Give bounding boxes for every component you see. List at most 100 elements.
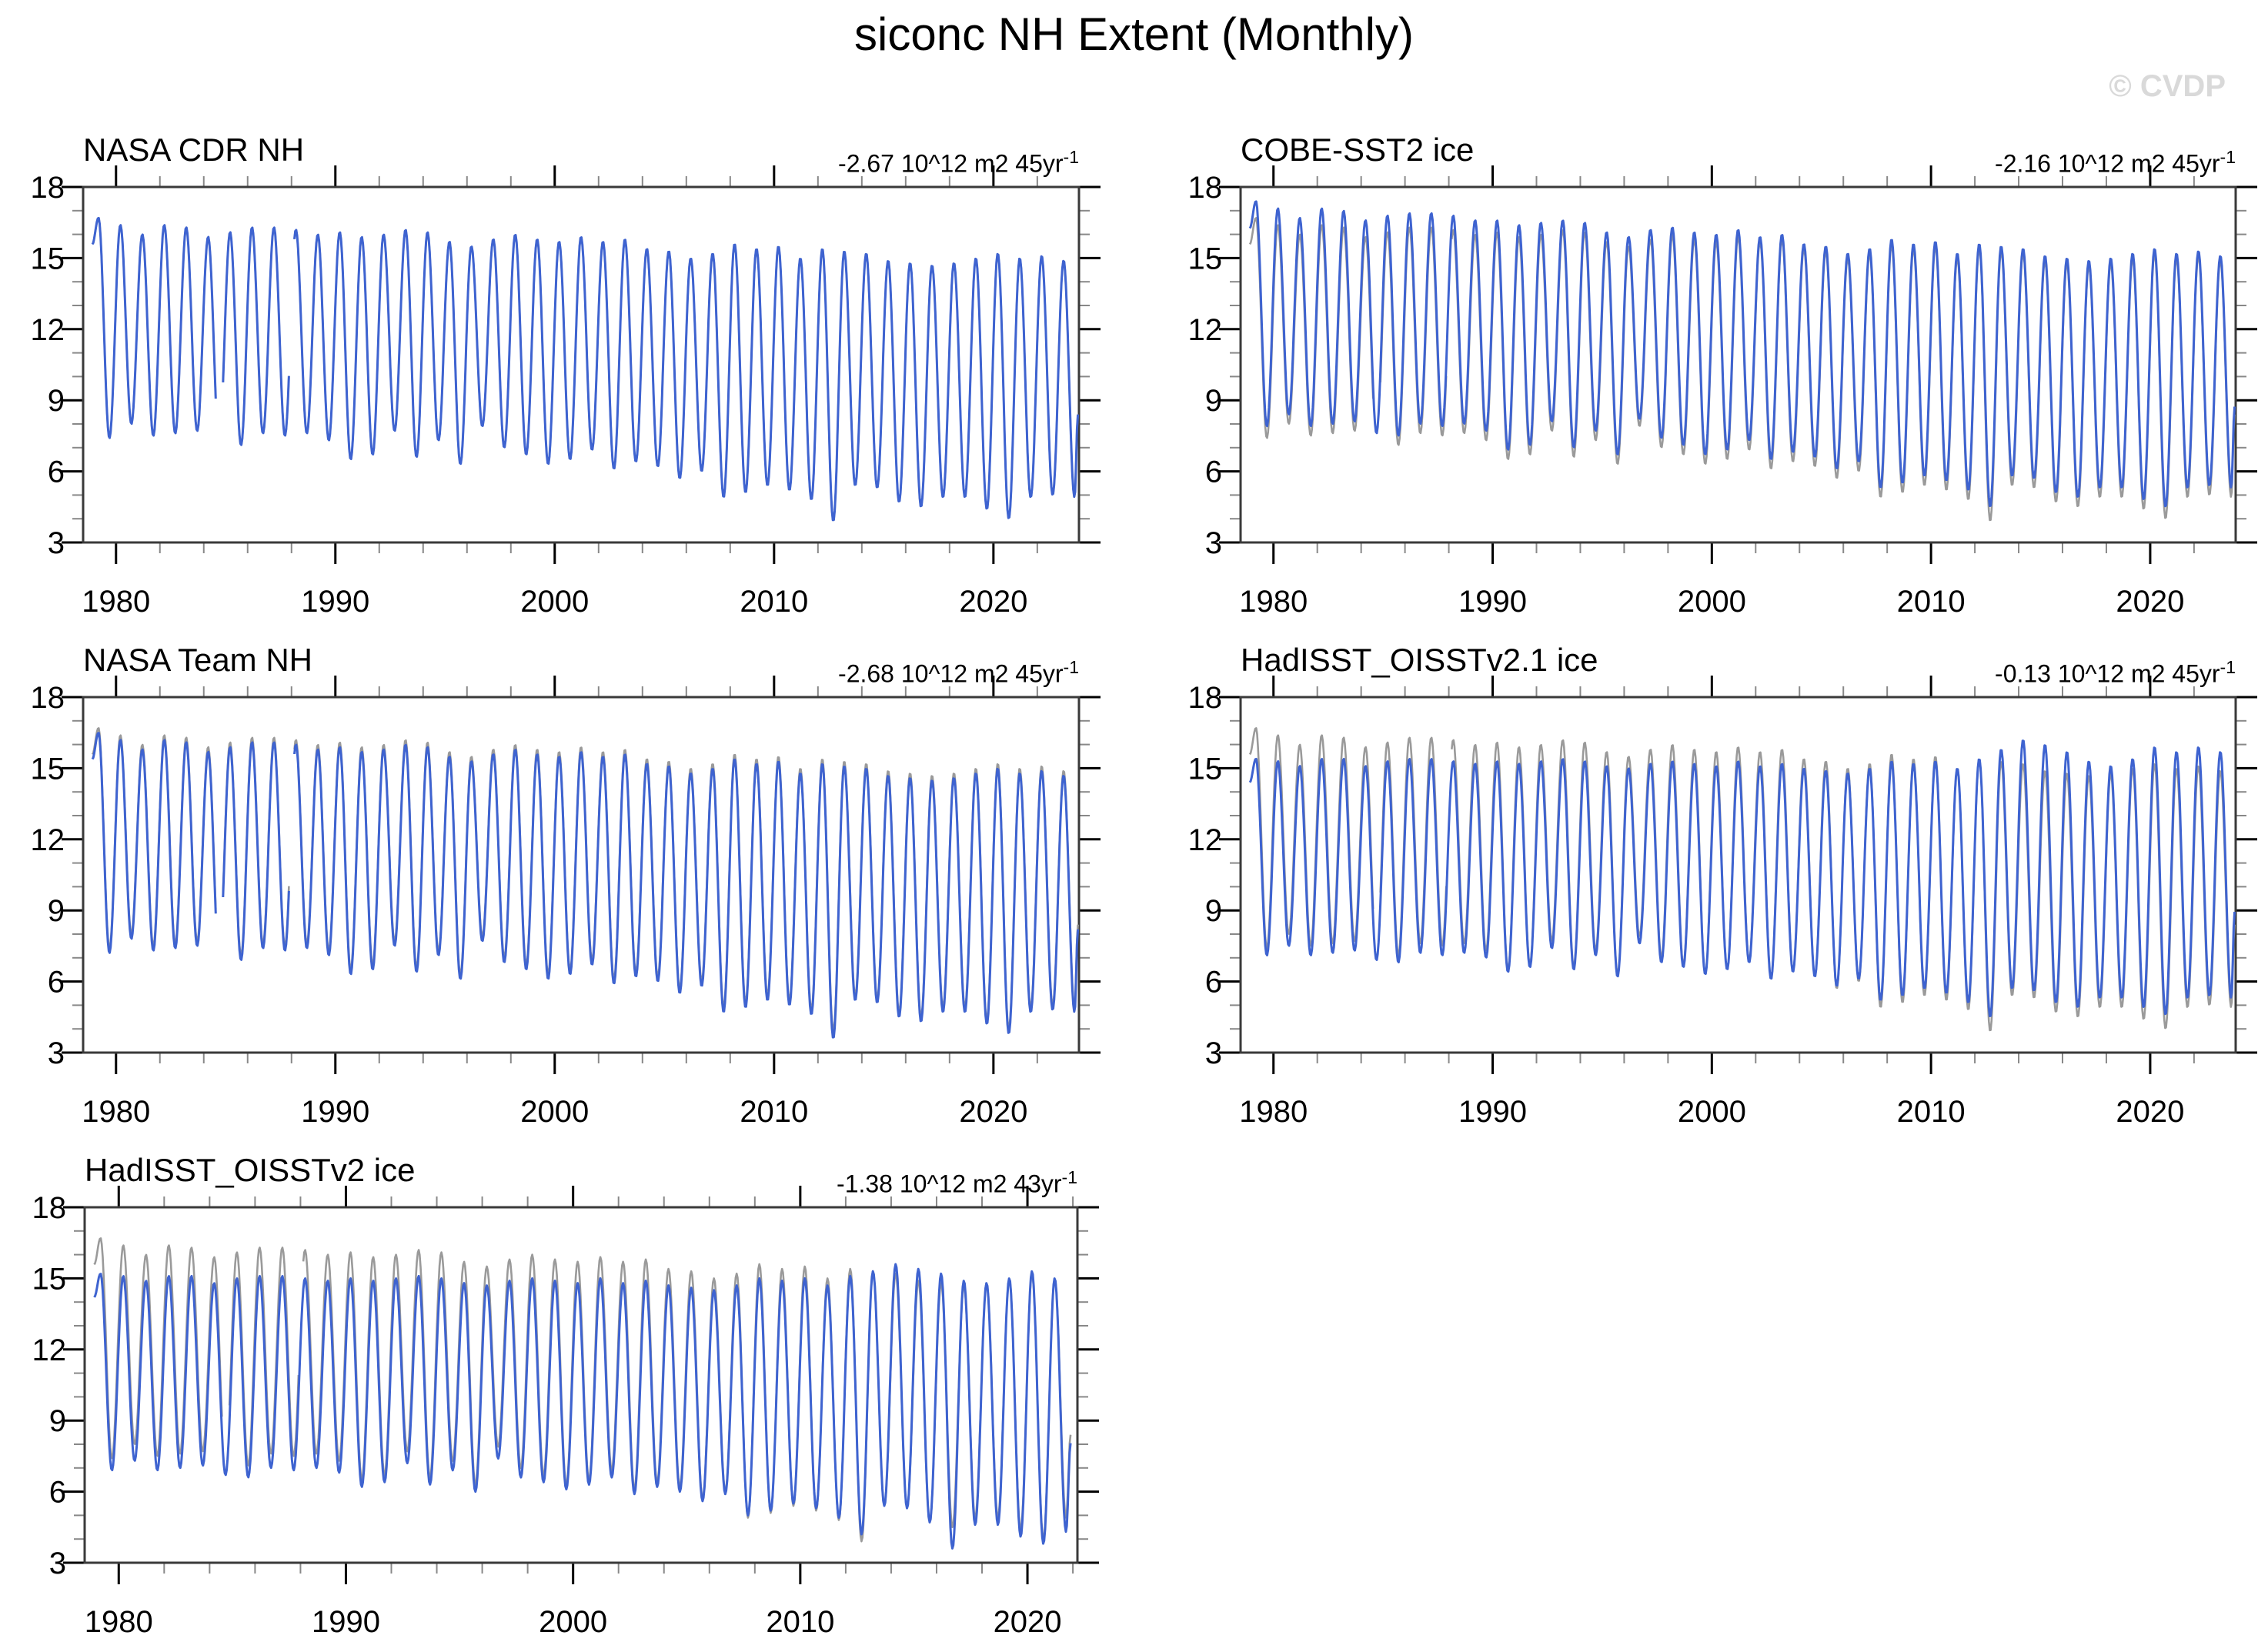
x-tick-label: 1990	[312, 1605, 380, 1639]
panel-trend-cobe-sst2-ice: -2.16 10^12 m2 45yr-1	[1241, 143, 2236, 178]
y-tick-label: 6	[48, 966, 65, 1000]
major-ticks	[62, 165, 1101, 564]
x-tick-label: 2020	[994, 1605, 1062, 1639]
minor-ticks	[72, 176, 1090, 553]
x-tick-label: 2010	[740, 585, 808, 619]
trend-value: -0.13 10^12 m2 45yr	[1995, 659, 2220, 688]
plot-nasa-cdr-nh: 3 6 9 12 15 18 1980 1990 2000 2010 2020	[31, 165, 1101, 619]
plot-cobe-sst2-ice: 3 6 9 12 15 18 1980 1990 2000 2010 2020	[1188, 165, 2257, 619]
y-tick-label: 6	[49, 1476, 66, 1510]
y-tick-label: 12	[31, 823, 65, 857]
x-tick-label: 2000	[520, 585, 589, 619]
y-tick-label: 15	[31, 242, 65, 275]
x-tick-label: 2020	[2116, 1095, 2184, 1129]
trend-exponent: -1	[1063, 147, 1079, 167]
x-tick-label: 1980	[82, 1095, 150, 1129]
x-tick-label: 2010	[766, 1605, 834, 1639]
plot-box	[1239, 185, 2237, 544]
y-tick-label: 18	[31, 681, 65, 715]
major-ticks	[62, 676, 1101, 1074]
x-tick-label: 2010	[740, 1095, 808, 1129]
y-tick-label: 18	[31, 171, 65, 205]
cvdp-watermark: © CVDP	[2109, 69, 2226, 103]
y-tick-label: 15	[1188, 242, 1223, 275]
x-tick-label: 1990	[301, 1095, 369, 1129]
y-tick-label: 3	[48, 1036, 65, 1070]
x-tick-label: 1980	[82, 585, 150, 619]
y-tick-label: 15	[1188, 752, 1223, 786]
y-tick-label: 12	[1188, 313, 1223, 347]
y-tick-label: 6	[1205, 456, 1222, 489]
x-tick-label: 2010	[1897, 585, 1966, 619]
panel-title-cobe-sst2-ice: COBE-SST2 ice	[1241, 132, 1475, 168]
x-tick-label: 1980	[85, 1605, 153, 1639]
trend-exponent: -1	[2220, 147, 2236, 167]
x-tick-label: 1990	[1458, 585, 1527, 619]
minor-ticks	[1230, 176, 2246, 553]
x-tick-label: 1980	[1239, 585, 1308, 619]
plot-box	[83, 1206, 1079, 1564]
y-tick-label: 12	[31, 313, 65, 347]
y-tick-label: 3	[48, 526, 65, 560]
x-tick-label: 2020	[959, 585, 1027, 619]
tick-labels: 3 6 9 12 15 18 1980 1990 2000 2010 2020	[1188, 171, 2185, 619]
page-title: siconc NH Extent (Monthly)	[854, 8, 1414, 60]
tick-labels: 3 6 9 12 15 18 1980 1990 2000 2010 2020	[31, 681, 1028, 1129]
panel-title-hadisst-oisstv2-ice: HadISST_OISSTv2 ice	[85, 1152, 416, 1188]
x-tick-label: 2000	[520, 1095, 589, 1129]
dataset-line	[93, 1263, 1072, 1550]
tick-labels: 3 6 9 12 15 18 1980 1990 2000 2010 2020	[32, 1191, 1062, 1639]
y-tick-label: 9	[1205, 384, 1222, 418]
y-tick-label: 15	[32, 1262, 67, 1296]
x-tick-label: 2010	[1897, 1095, 1966, 1129]
minor-ticks	[72, 686, 1090, 1063]
minor-ticks	[1230, 686, 2246, 1063]
trend-exponent: -1	[2220, 657, 2236, 677]
minor-ticks	[74, 1196, 1088, 1574]
panel-title-hadisst-oisstv21-ice: HadISST_OISSTv2.1 ice	[1241, 642, 1598, 678]
tick-labels: 3 6 9 12 15 18 1980 1990 2000 2010 2020	[31, 171, 1028, 619]
plot-box	[82, 696, 1081, 1054]
y-tick-label: 18	[32, 1191, 67, 1225]
x-tick-label: 2020	[2116, 585, 2184, 619]
y-tick-label: 3	[49, 1547, 66, 1580]
dataset-line	[91, 732, 1080, 1039]
trend-value: -2.67 10^12 m2 45yr	[838, 149, 1064, 178]
y-tick-label: 9	[48, 894, 65, 928]
plot-box	[82, 185, 1081, 544]
y-tick-label: 18	[1188, 171, 1223, 205]
x-tick-label: 2000	[1678, 1095, 1746, 1129]
y-tick-label: 15	[31, 752, 65, 786]
trend-value: -2.16 10^12 m2 45yr	[1995, 149, 2220, 178]
y-tick-label: 18	[1188, 681, 1223, 715]
y-tick-label: 3	[1205, 526, 1222, 560]
plot-box	[1239, 696, 2237, 1054]
x-tick-label: 1980	[1239, 1095, 1308, 1129]
y-tick-label: 12	[1188, 823, 1223, 857]
panel-trend-hadisst-oisstv2-ice: -1.38 10^12 m2 43yr-1	[85, 1163, 1077, 1198]
dataset-line	[1248, 200, 2236, 508]
panel-trend-nasa-team-nh: -2.68 10^12 m2 45yr-1	[83, 653, 1079, 688]
major-ticks	[1219, 676, 2257, 1074]
trend-exponent: -1	[1061, 1167, 1077, 1187]
x-tick-label: 1990	[301, 585, 369, 619]
x-tick-label: 2000	[1678, 585, 1746, 619]
trend-value: -1.38 10^12 m2 43yr	[837, 1170, 1062, 1198]
y-tick-label: 9	[1205, 894, 1222, 928]
y-tick-label: 12	[32, 1333, 67, 1367]
y-tick-label: 3	[1205, 1036, 1222, 1070]
trend-exponent: -1	[1063, 657, 1079, 677]
tick-labels: 3 6 9 12 15 18 1980 1990 2000 2010 2020	[1188, 681, 2185, 1129]
plot-hadisst-oisstv2-ice: 3 6 9 12 15 18 1980 1990 2000 2010 2020	[32, 1186, 1099, 1639]
reference-line	[1248, 217, 2236, 522]
dataset-line	[1248, 739, 2236, 1017]
dataset-line	[91, 216, 1080, 522]
panel-trend-hadisst-oisstv21-ice: -0.13 10^12 m2 45yr-1	[1241, 653, 2236, 688]
plot-nasa-team-nh: 3 6 9 12 15 18 1980 1990 2000 2010 2020	[31, 676, 1101, 1129]
major-ticks	[1219, 165, 2257, 564]
x-tick-label: 2000	[539, 1605, 607, 1639]
panel-title-nasa-cdr-nh: NASA CDR NH	[83, 132, 305, 168]
y-tick-label: 6	[48, 456, 65, 489]
y-tick-label: 6	[1205, 966, 1222, 1000]
